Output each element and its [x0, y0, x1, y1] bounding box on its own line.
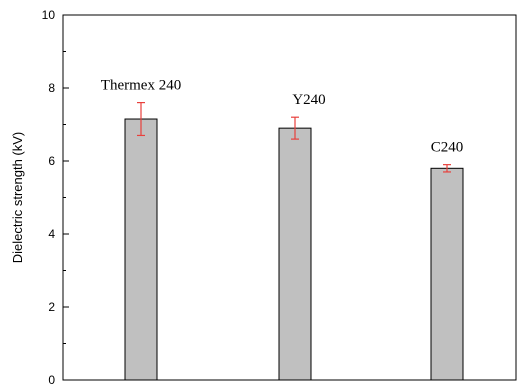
y-tick-label: 2	[48, 300, 55, 314]
bar-labels: Thermex 240 Y240 C240	[101, 78, 463, 156]
y-axis-ticks: 0 2 4 6 8 10	[42, 8, 69, 385]
error-bars	[137, 101, 451, 173]
bar-label: Thermex 240	[101, 78, 181, 94]
y-axis-title: Dielectric strength (kV)	[10, 132, 25, 263]
y-tick-label: 10	[42, 8, 56, 22]
bar-c240	[430, 167, 464, 381]
y-tick-label: 0	[48, 373, 55, 385]
y-tick-label: 4	[48, 227, 55, 241]
y-tick-label: 6	[48, 154, 55, 168]
y-tick-label: 8	[48, 81, 55, 95]
bar-label: C240	[431, 140, 464, 156]
bar-label: Y240	[292, 92, 325, 108]
bar-y240	[278, 127, 312, 381]
bars	[124, 118, 464, 381]
bar-thermex-240	[124, 118, 158, 381]
